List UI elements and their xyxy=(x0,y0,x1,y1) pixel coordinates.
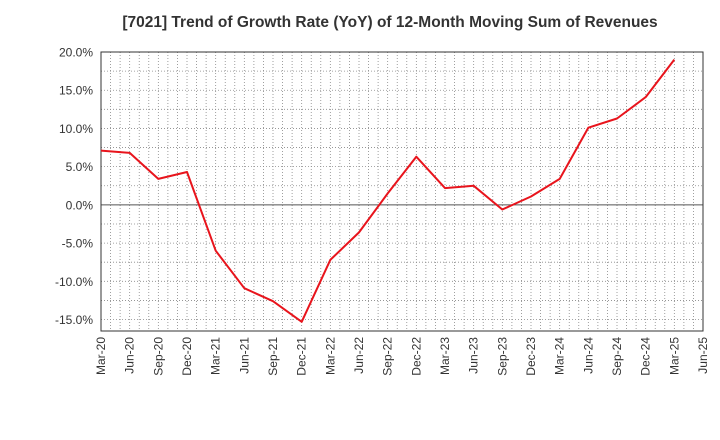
y-tick-label: -15.0% xyxy=(55,313,93,327)
x-tick-label: Jun-25 xyxy=(696,337,710,374)
x-tick-label: Mar-24 xyxy=(553,337,567,375)
chart-title: [7021] Trend of Growth Rate (YoY) of 12-… xyxy=(122,14,658,31)
x-tick-label: Sep-24 xyxy=(610,337,624,376)
y-tick-label: 0.0% xyxy=(66,198,94,212)
x-tick-label: Sep-20 xyxy=(151,337,165,376)
plot-area xyxy=(101,52,703,331)
x-tick-label: Mar-22 xyxy=(323,337,337,375)
y-tick-label: 15.0% xyxy=(59,84,93,98)
grid-lines xyxy=(101,51,703,331)
x-tick-label: Jun-23 xyxy=(467,337,481,374)
x-tick-label: Dec-24 xyxy=(639,337,653,376)
x-tick-label: Jun-24 xyxy=(581,337,595,374)
x-tick-label: Dec-23 xyxy=(524,337,538,376)
x-tick-label: Mar-20 xyxy=(94,337,108,375)
series-layer xyxy=(100,58,676,323)
y-axis-ticks: 20.0% 15.0% 10.0% 5.0% 0.0% -5.0% -10.0% -15.0% xyxy=(55,46,93,328)
x-tick-label: Jun-21 xyxy=(237,337,251,374)
x-tick-label: Jun-22 xyxy=(352,337,366,374)
y-tick-label: -5.0% xyxy=(62,237,94,251)
x-tick-label: Sep-23 xyxy=(495,337,509,376)
x-tick-label: Sep-22 xyxy=(381,337,395,376)
y-tick-label: 10.0% xyxy=(59,122,93,136)
x-tick-label: Mar-21 xyxy=(209,337,223,375)
x-tick-label: Mar-25 xyxy=(667,337,681,375)
y-tick-label: 5.0% xyxy=(66,160,94,174)
plot-frame xyxy=(100,51,704,332)
x-axis-ticks: Mar-20 Jun-20 Sep-20 Dec-20 Mar-21 Jun-21 Sep-… xyxy=(94,337,710,376)
series-line xyxy=(100,58,676,323)
x-tick-label: Dec-22 xyxy=(409,337,423,376)
y-tick-label: 20.0% xyxy=(59,46,93,60)
x-tick-label: Mar-23 xyxy=(438,337,452,375)
y-tick-label: -10.0% xyxy=(55,275,93,289)
x-tick-label: Sep-21 xyxy=(266,337,280,376)
x-tick-label: Jun-20 xyxy=(123,337,137,374)
x-tick-label: Dec-21 xyxy=(295,337,309,376)
x-tick-label: Dec-20 xyxy=(180,337,194,376)
